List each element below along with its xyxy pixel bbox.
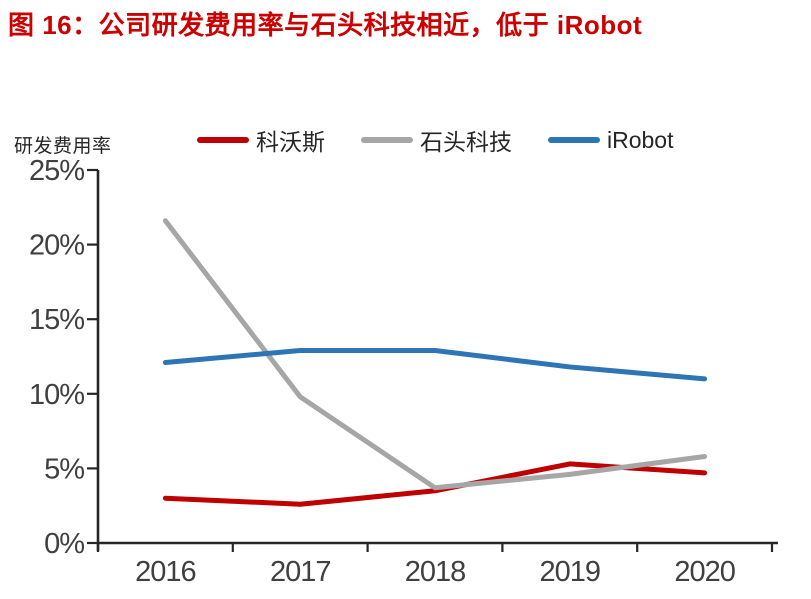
chart-legend: 科沃斯 石头科技 iRobot	[197, 124, 673, 156]
legend-item-ecovacs: 科沃斯	[197, 123, 325, 157]
series-line-irobot	[162, 348, 708, 382]
y-tick-label-4: 20%	[29, 230, 84, 262]
y-tick-label-0: 0%	[44, 528, 84, 560]
legend-item-roborock: 石头科技	[361, 123, 512, 157]
legend-label-ecovacs: 科沃斯	[256, 129, 325, 155]
series-line-roborock	[162, 218, 708, 491]
legend-label-irobot: iRobot	[607, 126, 674, 153]
legend-item-irobot: iRobot	[548, 127, 673, 154]
legend-swatch-roborock	[361, 137, 413, 143]
x-tick-label-2016: 2016	[135, 556, 196, 588]
legend-label-roborock: 石头科技	[420, 129, 512, 155]
legend-swatch-irobot	[548, 137, 600, 143]
figure-title: 图 16：公司研发费用率与石头科技相近，低于 iRobot	[8, 10, 643, 40]
y-tick-label-1: 5%	[44, 453, 84, 485]
x-tick-label-2019: 2019	[540, 556, 601, 588]
x-tick-label-2017: 2017	[270, 556, 331, 588]
y-tick-label-5: 25%	[29, 155, 84, 187]
x-tick-label-2018: 2018	[405, 556, 466, 588]
x-tick-label-2020: 2020	[674, 556, 735, 588]
series-line-ecovacs	[162, 461, 708, 507]
legend-swatch-ecovacs	[197, 137, 249, 143]
y-tick-label-3: 15%	[29, 304, 84, 336]
y-tick-label-2: 10%	[29, 379, 84, 411]
y-axis-title: 研发费用率	[14, 136, 112, 157]
